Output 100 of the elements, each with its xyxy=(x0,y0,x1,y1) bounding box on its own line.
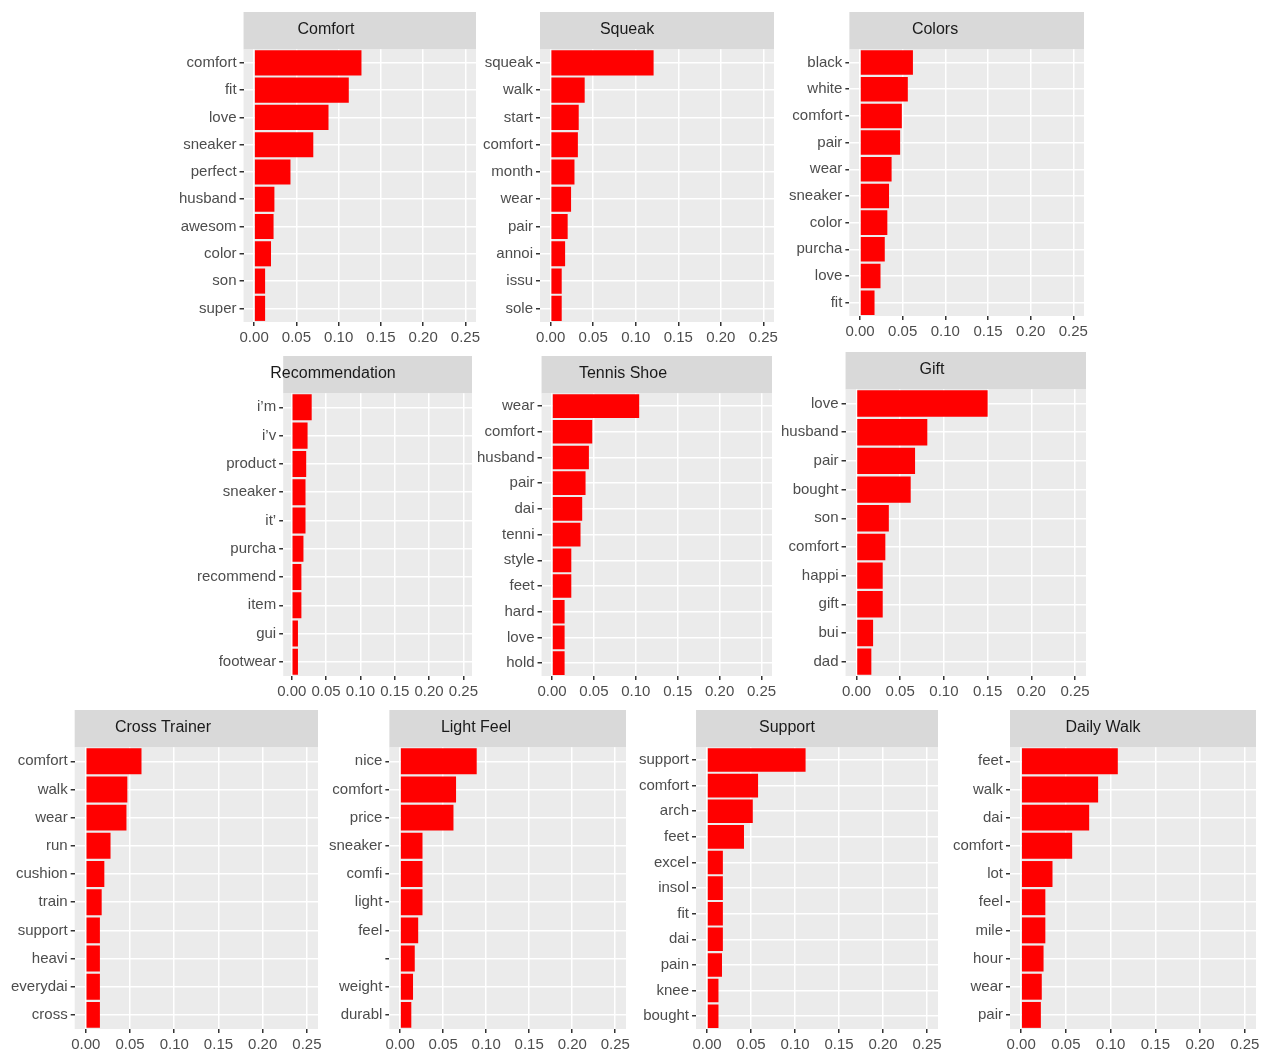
bar xyxy=(857,476,911,503)
y-tick-label: sneaker xyxy=(222,482,277,500)
bar xyxy=(1021,804,1090,831)
y-tick-label: hard xyxy=(504,601,535,619)
x-tick-label: 0.05 xyxy=(888,322,918,340)
bar xyxy=(707,850,723,875)
y-tick-label: issu xyxy=(506,271,534,289)
y-tick-label: love xyxy=(814,266,843,284)
x-tick-label: 0.05 xyxy=(428,1035,458,1051)
x-tick-label: 0.20 xyxy=(1016,682,1046,700)
bar xyxy=(860,290,875,315)
x-tick-label: 0.25 xyxy=(1058,322,1088,340)
y-tick-label: wear xyxy=(499,189,534,207)
bar xyxy=(400,776,457,803)
bar xyxy=(707,825,744,849)
x-tick-label: 0.00 xyxy=(692,1035,722,1051)
chart-title: Comfort xyxy=(297,20,355,38)
bar xyxy=(292,450,307,477)
bar xyxy=(551,268,562,294)
y-tick-label: purcha xyxy=(796,239,844,257)
y-tick-label: month xyxy=(491,162,534,180)
x-tick-label: 0.05 xyxy=(115,1035,145,1051)
bar xyxy=(254,77,349,103)
y-tick-label: perfect xyxy=(190,162,238,180)
y-tick-label: sneaker xyxy=(328,835,383,853)
x-tick-label: 0.00 xyxy=(841,682,872,700)
bar xyxy=(254,268,266,294)
y-tick-label: wear xyxy=(969,976,1004,994)
y-tick-label: hold xyxy=(506,653,535,671)
y-tick-label: husband xyxy=(476,447,535,465)
bar xyxy=(254,213,274,240)
x-tick-label: 0.25 xyxy=(748,328,778,346)
y-tick-label: cushion xyxy=(15,864,68,882)
x-tick-label: 0.25 xyxy=(600,1035,630,1051)
y-tick-label: son xyxy=(814,508,839,526)
y-tick-label: walk xyxy=(971,779,1004,797)
x-tick-label: 0.25 xyxy=(1060,682,1090,700)
y-tick-label: style xyxy=(503,550,535,568)
bar xyxy=(400,945,415,972)
x-tick-label: 0.00 xyxy=(845,322,875,340)
y-tick-label: comfort xyxy=(484,421,536,439)
y-tick-label: comfort xyxy=(332,779,384,797)
bar xyxy=(400,832,423,859)
chart-title: Tennis Shoe xyxy=(578,364,668,382)
x-tick-label: 0.05 xyxy=(579,682,609,700)
y-tick-label: walk xyxy=(501,80,534,98)
y-tick-label: dai xyxy=(669,929,690,947)
bar xyxy=(292,422,308,449)
x-tick-label: 0.10 xyxy=(159,1035,189,1051)
chart-title: Daily Walk xyxy=(1065,718,1142,736)
y-tick-label: price xyxy=(349,807,383,825)
y-tick-label: sole xyxy=(505,298,534,316)
bar xyxy=(707,876,723,900)
bar xyxy=(400,1001,412,1028)
bar xyxy=(1021,945,1044,972)
y-tick-label: comfi xyxy=(346,864,383,882)
bar xyxy=(1021,973,1042,1000)
bar xyxy=(86,889,102,916)
y-tick-label: comfort xyxy=(788,537,840,555)
y-tick-label: comfort xyxy=(482,134,534,152)
x-tick-label: 0.15 xyxy=(973,682,1003,700)
bar xyxy=(551,104,579,130)
bar xyxy=(857,591,883,618)
bar xyxy=(292,479,306,506)
x-tick-label: 0.10 xyxy=(621,682,651,700)
bar xyxy=(707,978,719,1003)
bar xyxy=(552,625,565,650)
bar xyxy=(552,497,583,521)
x-tick-label: 0.20 xyxy=(1016,322,1046,340)
bar xyxy=(1021,832,1073,859)
x-tick-label: 0.15 xyxy=(1140,1035,1170,1051)
x-tick-label: 0.10 xyxy=(345,682,376,700)
bar xyxy=(860,50,913,75)
y-tick-label: train xyxy=(38,892,68,910)
y-tick-label: heavi xyxy=(31,948,68,966)
y-tick-label: comfort xyxy=(952,835,1004,853)
x-tick-label: 0.10 xyxy=(780,1035,810,1051)
x-tick-label: 0.10 xyxy=(1096,1035,1126,1051)
bar xyxy=(707,953,722,977)
x-tick-label: 0.15 xyxy=(514,1035,544,1051)
y-tick-label: fit xyxy=(830,292,844,310)
bar xyxy=(400,973,414,1000)
x-tick-label: 0.05 xyxy=(281,328,311,346)
y-tick-label: wear xyxy=(808,159,843,177)
bar xyxy=(292,394,312,421)
y-tick-label: love xyxy=(209,107,237,125)
bar xyxy=(86,832,111,859)
bar xyxy=(707,1004,719,1028)
y-tick-label: durabl xyxy=(340,1005,383,1023)
x-tick-label: 0.00 xyxy=(385,1035,415,1051)
y-tick-label: comfort xyxy=(186,52,238,70)
x-tick-label: 0.10 xyxy=(621,328,651,346)
bar xyxy=(860,263,881,289)
x-tick-label: 0.20 xyxy=(1185,1035,1215,1051)
y-tick-label: squeak xyxy=(484,52,534,70)
y-tick-label: sneaker xyxy=(183,134,237,152)
x-tick-label: 0.25 xyxy=(448,682,479,700)
chart-title: Squeak xyxy=(599,20,656,38)
y-tick-label: wear xyxy=(501,396,535,414)
y-tick-label: i’m xyxy=(257,397,277,415)
